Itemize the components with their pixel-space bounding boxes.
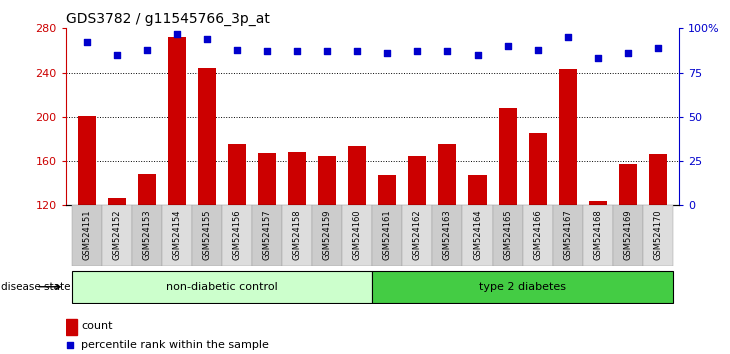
Bar [162,205,192,266]
Text: GSM524164: GSM524164 [473,210,482,260]
Bar [72,205,101,266]
Bar [318,155,337,338]
Bar [138,174,156,338]
Bar [72,271,372,303]
Bar [108,198,126,338]
Point [141,47,153,52]
Point [321,48,333,54]
Point [351,48,363,54]
Bar [493,205,523,266]
Bar [348,145,366,338]
Bar [649,154,667,338]
Text: GSM524165: GSM524165 [503,210,512,260]
Bar [222,205,252,266]
Point [502,43,513,49]
Bar [101,205,132,266]
Bar [132,205,162,266]
Point [171,31,182,36]
Text: disease state: disease state [1,282,71,292]
Text: GSM524153: GSM524153 [142,210,151,260]
Point [472,52,483,58]
Text: GSM524167: GSM524167 [563,210,572,260]
Point [592,56,604,61]
Bar [252,205,282,266]
Bar [288,152,306,338]
Text: type 2 diabetes: type 2 diabetes [479,282,566,292]
Text: GDS3782 / g11545766_3p_at: GDS3782 / g11545766_3p_at [66,12,269,26]
Point [261,48,273,54]
Bar [312,205,342,266]
Bar [378,176,396,338]
Bar [499,108,517,338]
Bar [529,133,547,338]
Bar [558,69,577,338]
Bar [282,205,312,266]
Bar [372,271,673,303]
Bar [77,116,96,338]
Bar [523,205,553,266]
Text: GSM524168: GSM524168 [593,210,602,260]
Point [531,47,543,52]
Text: GSM524160: GSM524160 [353,210,362,260]
Bar [402,205,432,266]
Text: GSM524170: GSM524170 [653,210,662,260]
Bar [463,205,493,266]
Point [64,342,76,348]
Point [652,45,664,51]
Text: GSM524159: GSM524159 [323,210,331,260]
Bar [342,205,372,266]
Text: GSM524166: GSM524166 [533,210,542,260]
Bar [258,153,276,338]
Point [81,40,93,45]
Bar [612,205,643,266]
Point [231,47,243,52]
Bar [583,205,612,266]
Point [382,50,393,56]
Point [111,52,123,58]
Bar [198,68,216,338]
Text: non-diabetic control: non-diabetic control [166,282,278,292]
Bar [66,319,77,335]
Bar [619,164,637,338]
Point [291,48,303,54]
Text: GSM524169: GSM524169 [623,210,632,260]
Text: GSM524163: GSM524163 [443,210,452,260]
Text: GSM524154: GSM524154 [172,210,182,260]
Bar [192,205,222,266]
Text: GSM524156: GSM524156 [233,210,242,260]
Bar [372,205,402,266]
Point [622,50,634,56]
Text: GSM524151: GSM524151 [82,210,91,260]
Bar [168,37,186,338]
Point [442,48,453,54]
Bar [432,205,463,266]
Text: GSM524161: GSM524161 [383,210,392,260]
Text: GSM524155: GSM524155 [202,210,212,260]
Text: GSM524162: GSM524162 [413,210,422,260]
Text: percentile rank within the sample: percentile rank within the sample [81,340,269,350]
Bar [228,144,246,338]
Text: GSM524158: GSM524158 [293,210,301,260]
Bar [588,201,607,338]
Bar [469,176,486,338]
Bar [643,205,673,266]
Text: GSM524152: GSM524152 [112,210,121,260]
Text: count: count [81,321,112,331]
Bar [553,205,583,266]
Point [562,34,574,40]
Point [412,48,423,54]
Bar [439,144,456,338]
Text: GSM524157: GSM524157 [263,210,272,260]
Bar [408,155,426,338]
Point [201,36,213,42]
